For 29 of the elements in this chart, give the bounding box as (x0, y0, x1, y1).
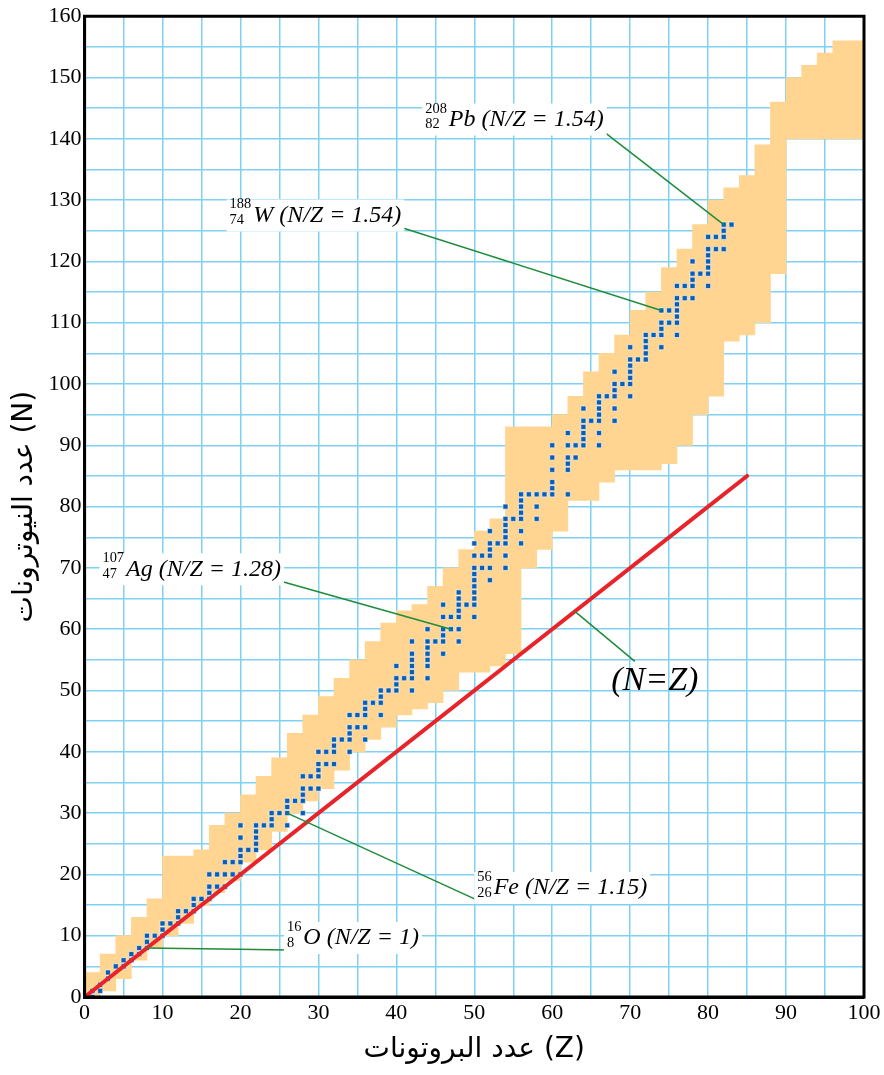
x-tick-label: 10 (151, 998, 174, 1024)
x-tick-label: 90 (775, 998, 798, 1024)
x-tick-label: 80 (697, 998, 720, 1024)
series-label: (N=Z) (611, 660, 699, 699)
x-tick-label: 40 (385, 998, 408, 1024)
y-tick-label: 150 (48, 63, 82, 89)
y-tick-label: 90 (59, 431, 82, 457)
y-tick-label: 140 (48, 124, 82, 150)
y-tick-label: 120 (48, 247, 82, 273)
x-tick-label: 100 (847, 998, 881, 1024)
y-tick-label: 80 (59, 492, 82, 518)
x-axis-title: عدد البروتونات (Z) (363, 1031, 585, 1065)
y-tick-label: 70 (59, 553, 82, 579)
x-tick-label: 30 (307, 998, 330, 1024)
y-tick-label: 10 (59, 921, 82, 947)
x-tick-label: 20 (229, 998, 252, 1024)
y-tick-label: 30 (59, 798, 82, 824)
y-tick-label: 40 (59, 737, 82, 763)
y-tick-label: 60 (59, 614, 82, 640)
x-tick-label: 70 (619, 998, 642, 1024)
y-tick-label: 110 (49, 308, 82, 334)
x-tick-label: 50 (463, 998, 486, 1024)
y-tick-label: 20 (59, 860, 82, 886)
y-tick-label: 130 (48, 185, 82, 211)
y-tick-label: 50 (59, 676, 82, 702)
y-axis-title: عدد النيوترونات (N) (6, 390, 40, 623)
x-tick-label: 60 (541, 998, 564, 1024)
y-tick-label: 100 (48, 369, 82, 395)
y-tick-label: 160 (48, 1, 82, 27)
